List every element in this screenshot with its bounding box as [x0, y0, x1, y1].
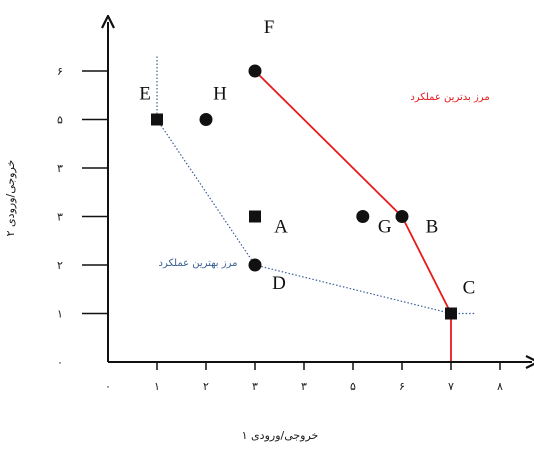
y-tick-label: ۳: [57, 162, 63, 175]
y-tick-label: ۳: [57, 211, 63, 224]
x-tick-label: ۷: [448, 380, 454, 393]
point-g: [356, 210, 370, 223]
point-label-g: G: [378, 217, 392, 238]
point-c: [445, 307, 457, 320]
point-label-f: F: [264, 17, 275, 38]
point-label-e: E: [139, 84, 151, 105]
x-tick-label: ۵: [350, 380, 356, 393]
data-points: [151, 64, 457, 320]
point-label-d: D: [272, 273, 286, 294]
point-d: [248, 258, 262, 272]
x-tick-label: ۲: [203, 380, 209, 393]
axes: [108, 22, 532, 362]
ticks: ۰ ۱ ۲ ۳ ۳ ۵ ۶ ۷ ۸ ۰ ۱ ۲ ۳ ۳ ۵ ۶: [57, 65, 503, 393]
best-frontier-label: مرز بهترین عملکرد: [159, 258, 238, 269]
worst-frontier-label: مرز بدترین عملکرد: [410, 92, 489, 103]
point-f: [248, 64, 262, 78]
point-label-c: C: [463, 278, 476, 299]
x-axis-title: خروجی/ورودی ۱: [242, 429, 319, 442]
point-b: [395, 210, 409, 223]
point-label-b: B: [426, 217, 439, 238]
y-tick-label: ۰: [57, 356, 63, 369]
x-tick-label: ۳: [301, 380, 307, 393]
x-tick-label: ۳: [252, 380, 258, 393]
point-label-a: A: [274, 217, 288, 238]
y-tick-label: ۱: [57, 308, 63, 321]
x-tick-label: ۰: [105, 380, 111, 393]
point-a: [249, 210, 261, 223]
point-e: [151, 113, 163, 126]
point-h: [199, 113, 213, 126]
point-labels: E H F A D G B C: [139, 17, 475, 299]
x-tick-label: ۱: [154, 380, 160, 393]
y-tick-label: ۲: [57, 259, 63, 272]
y-tick-label: ۵: [57, 114, 63, 127]
y-tick-label: ۶: [57, 65, 63, 78]
y-axis-title: خروجی/ورودی ۲: [4, 160, 17, 237]
point-label-h: H: [213, 84, 227, 105]
x-tick-label: ۸: [497, 380, 503, 393]
x-tick-label: ۶: [399, 380, 405, 393]
